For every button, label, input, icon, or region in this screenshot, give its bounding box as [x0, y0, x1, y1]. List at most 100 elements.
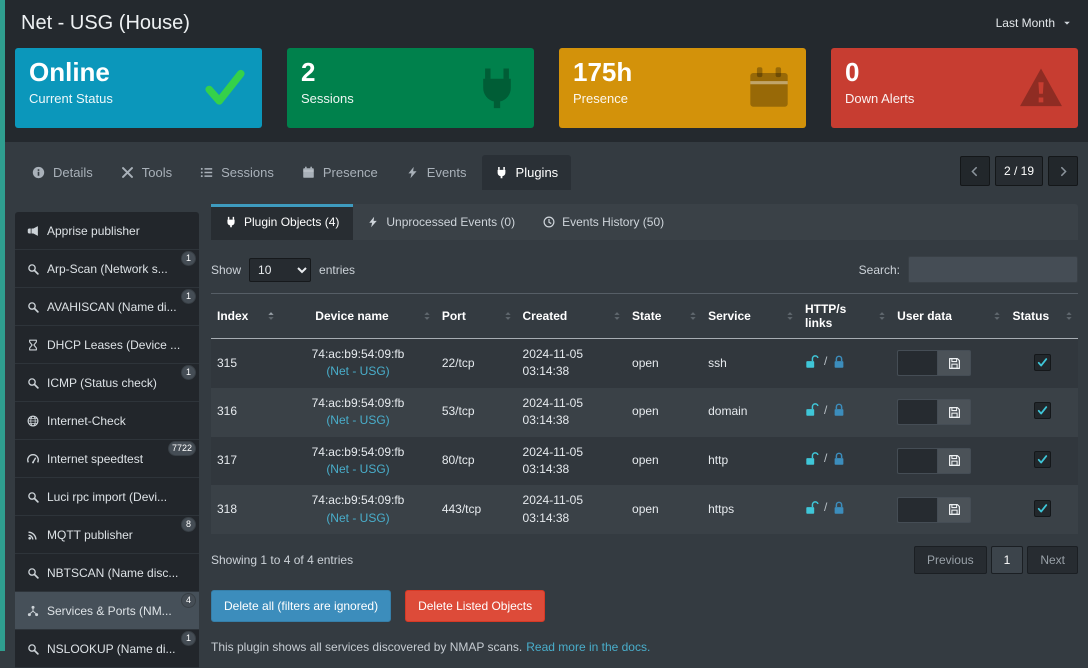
cell-port: 443/tcp — [441, 502, 482, 517]
plugin-item-internet-check[interactable]: Internet-Check — [15, 402, 199, 440]
device-tabs-row: Details Tools Sessions Presence Events P… — [5, 142, 1088, 190]
search-input[interactable] — [908, 256, 1078, 283]
delete-listed-objects-button[interactable]: Delete Listed Objects — [405, 590, 546, 623]
action-buttons: Delete all (filters are ignored) Delete … — [211, 590, 1078, 623]
user-data-input[interactable] — [897, 447, 938, 474]
sidebar-accent-strip — [0, 0, 5, 651]
tab-details[interactable]: Details — [19, 155, 106, 190]
http-link-lock-open-icon[interactable] — [805, 403, 819, 417]
pagination-previous-button[interactable]: Previous — [913, 546, 987, 575]
column-header-created[interactable]: Created — [516, 293, 627, 339]
card-text: 2 Sessions — [301, 57, 354, 118]
showing-entries-text: Showing 1 to 4 of 4 entries — [211, 553, 354, 568]
status-checkbox[interactable] — [1033, 353, 1051, 371]
plug-icon — [495, 166, 508, 179]
plugin-item-mqtt-publisher[interactable]: MQTT publisher 8 — [15, 516, 199, 554]
delete-all-filters-are-ignored-button[interactable]: Delete all (filters are ignored) — [211, 590, 392, 623]
column-header-index[interactable]: Index — [211, 293, 281, 339]
user-data-input[interactable] — [897, 496, 938, 523]
period-selector[interactable]: Last Month — [996, 16, 1072, 30]
http-link-lock-open-icon[interactable] — [805, 452, 819, 466]
show-label: Show — [211, 262, 242, 277]
subtab-unprocessed-events-0[interactable]: Unprocessed Events (0) — [353, 204, 529, 240]
plugin-badge: 1 — [181, 365, 196, 380]
device-link[interactable]: (Net - USG) — [326, 413, 390, 428]
save-button[interactable] — [937, 399, 972, 426]
status-checkbox[interactable] — [1033, 451, 1051, 469]
card-value: Online — [29, 57, 110, 87]
subtab-plugin-objects-4[interactable]: Plugin Objects (4) — [211, 204, 354, 240]
user-data-widget — [897, 447, 972, 474]
http-links: / — [805, 450, 846, 467]
network-icon — [27, 605, 39, 617]
cell-created: 2024-11-05 03:14:38 — [517, 485, 627, 534]
column-header-port[interactable]: Port — [435, 293, 517, 339]
save-button[interactable] — [937, 496, 972, 523]
plugin-item-apprise-publisher[interactable]: Apprise publisher — [15, 212, 199, 250]
cell-index: 318 — [217, 502, 238, 517]
https-link-lock-closed-icon[interactable] — [832, 452, 846, 466]
plugin-item-arp-scan-network-s[interactable]: Arp-Scan (Network s... 1 — [15, 250, 199, 288]
tab-presence[interactable]: Presence — [289, 155, 391, 190]
tab-sessions[interactable]: Sessions — [187, 155, 287, 190]
plugin-item-services-ports-nm[interactable]: Services & Ports (NM... 4 — [15, 592, 199, 630]
status-checkbox[interactable] — [1033, 500, 1051, 518]
column-label: Index — [217, 309, 249, 323]
device-link[interactable]: (Net - USG) — [326, 461, 390, 476]
card-label: Down Alerts — [845, 90, 915, 106]
top-section: Net - USG (House) Last Month Online Curr… — [5, 0, 1088, 142]
subtab-events-history-50[interactable]: Events History (50) — [529, 204, 678, 240]
plugin-item-dhcp-leases-device[interactable]: DHCP Leases (Device ... — [15, 326, 199, 364]
cell-device-name: 74:ac:b9:54:09:fb (Net - USG) — [280, 388, 436, 437]
https-link-lock-closed-icon[interactable] — [832, 501, 846, 515]
plugin-item-luci-rpc-import-devi[interactable]: Luci rpc import (Devi... — [15, 478, 199, 516]
plugin-item-internet-speedtest[interactable]: Internet speedtest 7722 — [15, 440, 199, 478]
https-link-lock-closed-icon[interactable] — [832, 355, 846, 369]
column-header-state[interactable]: State — [626, 293, 703, 339]
tab-events[interactable]: Events — [393, 155, 480, 190]
column-header-http-s-links[interactable]: HTTP/s links — [798, 293, 892, 339]
warning-icon — [1018, 65, 1064, 111]
save-button[interactable] — [937, 447, 972, 474]
plugin-item-nslookup-name-di[interactable]: NSLOOKUP (Name di... 1 — [15, 630, 199, 668]
column-header-status[interactable]: Status — [1006, 293, 1078, 339]
column-label: User data — [897, 309, 952, 323]
card-value: 175h — [573, 57, 633, 87]
plugin-item-icmp-status-check[interactable]: ICMP (Status check) 1 — [15, 364, 199, 402]
column-label: Created — [522, 309, 568, 323]
save-button[interactable] — [937, 350, 972, 377]
plugin-item-nbtscan-name-disc[interactable]: NBTSCAN (Name disc... — [15, 554, 199, 592]
http-link-lock-open-icon[interactable] — [805, 501, 819, 515]
tab-plugins[interactable]: Plugins — [481, 155, 572, 190]
pagination-next-button[interactable]: Next — [1027, 546, 1078, 575]
pagination-page-1-button[interactable]: 1 — [990, 546, 1024, 575]
device-link[interactable]: (Net - USG) — [326, 364, 390, 379]
tab-label: Presence — [322, 165, 378, 180]
docs-link[interactable]: Read more in the docs. — [526, 640, 651, 655]
tools-icon — [121, 166, 134, 179]
status-checkbox[interactable] — [1033, 402, 1051, 420]
prev-device-button[interactable] — [959, 156, 990, 186]
device-link[interactable]: (Net - USG) — [326, 510, 390, 525]
check-icon — [202, 65, 248, 111]
page-size-select[interactable]: 10 — [249, 257, 312, 282]
tab-tools[interactable]: Tools — [108, 155, 185, 190]
column-header-device-name[interactable]: Device name — [280, 293, 436, 339]
cell-port: 80/tcp — [441, 453, 475, 468]
column-header-service[interactable]: Service — [702, 293, 799, 339]
table-footer: Showing 1 to 4 of 4 entries Previous 1 N… — [211, 546, 1078, 575]
https-link-lock-closed-icon[interactable] — [832, 403, 846, 417]
next-device-button[interactable] — [1048, 156, 1078, 186]
plugin-item-avahiscan-name-di[interactable]: AVAHISCAN (Name di... 1 — [15, 288, 199, 326]
search-icon — [27, 377, 39, 389]
cell-device-name: 74:ac:b9:54:09:fb (Net - USG) — [280, 437, 436, 486]
link-separator: / — [823, 353, 828, 368]
topbar: Net - USG (House) Last Month — [5, 0, 1088, 46]
link-separator: / — [823, 500, 828, 515]
user-data-widget — [897, 350, 972, 377]
user-data-input[interactable] — [897, 350, 938, 377]
http-link-lock-open-icon[interactable] — [805, 354, 819, 369]
column-header-user-data[interactable]: User data — [891, 293, 1007, 339]
user-data-input[interactable] — [897, 399, 938, 426]
